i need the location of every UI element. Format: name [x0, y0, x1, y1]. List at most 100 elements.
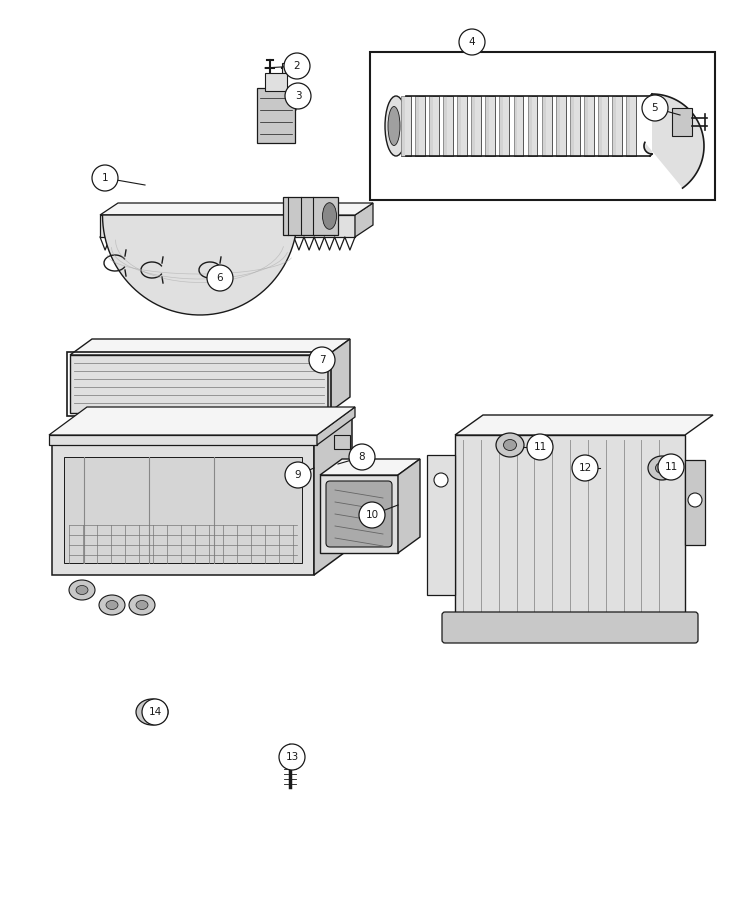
Polygon shape: [317, 407, 355, 445]
Bar: [598, 96, 602, 156]
Polygon shape: [70, 355, 328, 413]
Ellipse shape: [69, 580, 95, 600]
Bar: [415, 96, 419, 156]
Bar: [626, 96, 636, 156]
Bar: [542, 96, 545, 156]
Bar: [570, 96, 579, 156]
Bar: [282, 63, 289, 73]
Text: 9: 9: [295, 470, 302, 480]
Ellipse shape: [76, 586, 88, 595]
Text: 4: 4: [469, 37, 475, 47]
Text: 6: 6: [216, 273, 223, 283]
Text: 11: 11: [534, 442, 547, 452]
Bar: [67, 352, 331, 416]
Ellipse shape: [388, 106, 400, 146]
Polygon shape: [52, 445, 314, 575]
Bar: [401, 96, 405, 156]
Bar: [265, 73, 287, 91]
Polygon shape: [320, 459, 420, 475]
Ellipse shape: [496, 433, 524, 457]
Bar: [282, 197, 337, 235]
Bar: [64, 457, 302, 563]
FancyBboxPatch shape: [442, 612, 698, 643]
Polygon shape: [102, 215, 297, 315]
Bar: [429, 96, 439, 156]
Bar: [685, 460, 705, 545]
Polygon shape: [100, 215, 355, 237]
Circle shape: [434, 473, 448, 487]
Circle shape: [359, 502, 385, 528]
Polygon shape: [398, 459, 420, 553]
Polygon shape: [70, 339, 350, 355]
Bar: [584, 96, 588, 156]
Circle shape: [642, 95, 668, 121]
Text: 12: 12: [579, 463, 591, 473]
Bar: [570, 96, 574, 156]
Bar: [485, 96, 495, 156]
Text: 13: 13: [285, 752, 299, 762]
Circle shape: [285, 462, 311, 488]
Bar: [257, 88, 295, 143]
Bar: [457, 96, 467, 156]
Bar: [612, 96, 622, 156]
Ellipse shape: [503, 439, 516, 451]
Circle shape: [285, 83, 311, 109]
Polygon shape: [52, 417, 352, 445]
Polygon shape: [644, 94, 704, 188]
Bar: [528, 96, 537, 156]
Bar: [514, 96, 517, 156]
Bar: [427, 455, 455, 595]
Polygon shape: [49, 407, 355, 435]
Ellipse shape: [106, 600, 118, 609]
Ellipse shape: [136, 699, 168, 725]
Bar: [514, 96, 523, 156]
Text: 14: 14: [148, 707, 162, 717]
Circle shape: [207, 265, 233, 291]
Circle shape: [92, 165, 118, 191]
Bar: [672, 108, 692, 136]
Bar: [528, 96, 531, 156]
Ellipse shape: [129, 595, 155, 615]
Circle shape: [142, 699, 168, 725]
Ellipse shape: [648, 456, 676, 480]
Circle shape: [284, 53, 310, 79]
Ellipse shape: [99, 595, 125, 615]
Bar: [401, 96, 411, 156]
Bar: [485, 96, 489, 156]
Circle shape: [309, 347, 335, 373]
Bar: [584, 96, 594, 156]
Polygon shape: [320, 475, 398, 553]
Circle shape: [658, 454, 684, 480]
FancyBboxPatch shape: [326, 481, 392, 547]
Text: 1: 1: [102, 173, 108, 183]
Bar: [542, 96, 551, 156]
Circle shape: [279, 744, 305, 770]
Bar: [499, 96, 509, 156]
Ellipse shape: [145, 706, 159, 717]
Polygon shape: [455, 415, 713, 435]
Bar: [556, 96, 565, 156]
Circle shape: [572, 455, 598, 481]
Circle shape: [459, 29, 485, 55]
Polygon shape: [355, 203, 373, 237]
Bar: [499, 96, 503, 156]
Circle shape: [688, 493, 702, 507]
Text: 2: 2: [293, 61, 300, 71]
Text: 3: 3: [295, 91, 302, 101]
Ellipse shape: [136, 600, 148, 609]
Text: 8: 8: [359, 452, 365, 462]
Text: 5: 5: [651, 103, 658, 113]
Bar: [334, 435, 350, 449]
Polygon shape: [328, 339, 350, 413]
Bar: [612, 96, 616, 156]
Circle shape: [527, 434, 553, 460]
Bar: [471, 96, 475, 156]
Bar: [598, 96, 608, 156]
Bar: [471, 96, 481, 156]
Bar: [415, 96, 425, 156]
Bar: [626, 96, 630, 156]
Bar: [370, 52, 715, 200]
Ellipse shape: [656, 463, 668, 473]
Bar: [443, 96, 453, 156]
Bar: [443, 96, 447, 156]
